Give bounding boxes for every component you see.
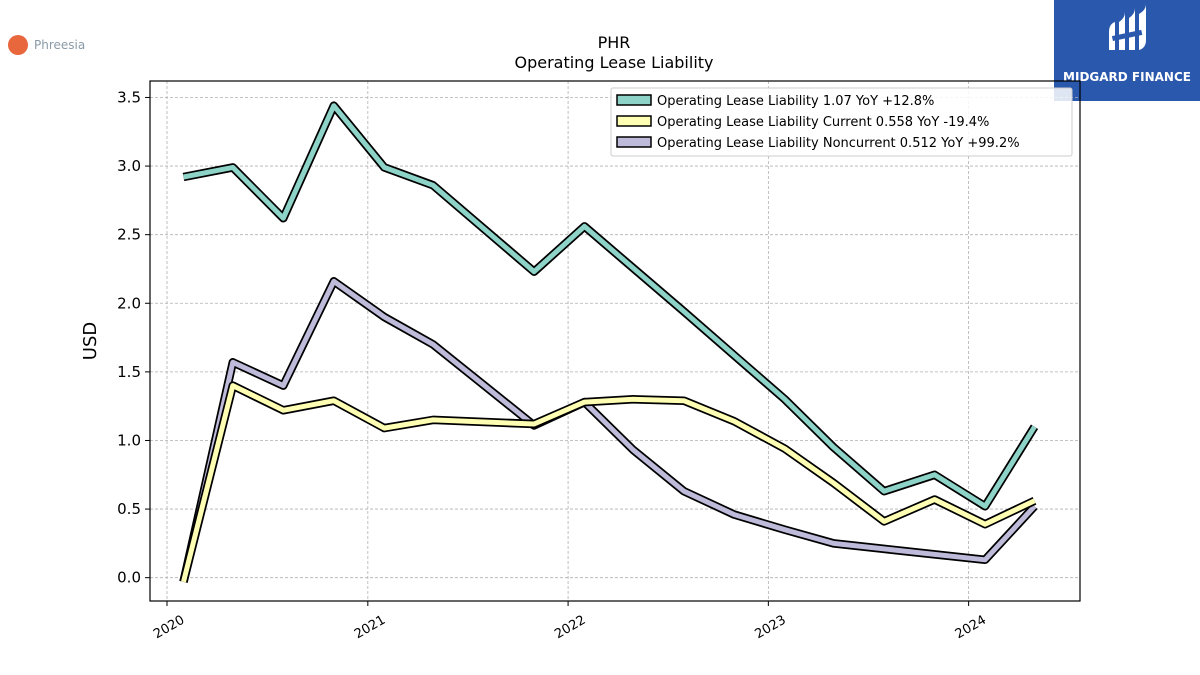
legend: Operating Lease Liability 1.07 YoY +12.8… [610,87,1073,157]
x-tick-label: 2023 [753,613,789,643]
x-tick-label: 2024 [953,613,989,643]
chart-subtitle: Operating Lease Liability [514,53,714,72]
x-tick-label: 2022 [552,613,588,643]
y-tick-label: 0.0 [117,569,141,587]
series-line [182,101,1039,511]
legend-box [610,87,1073,157]
y-tick-label: 2.5 [117,226,141,244]
series-line-stroke [181,278,1037,583]
series-layer [179,101,1039,583]
y-tick-label: 1.5 [117,363,141,381]
y-axis-label: USD [80,322,101,360]
company-logo: Phreesia [8,35,85,55]
midgard-logo-icon [1109,4,1146,50]
chart-title: PHR [597,33,631,52]
brand-badge: MIDGARD FINANCE [1054,0,1200,101]
brand-name: MIDGARD FINANCE [1063,70,1191,84]
y-tick-label: 2.0 [117,294,141,312]
x-tick-label: 2021 [352,613,388,643]
series-line-stroke [183,103,1037,509]
grid-layer [150,81,1080,601]
y-tick-label: 3.5 [117,88,141,106]
legend-entry: Operating Lease Liability 1.07 YoY +12.8… [657,94,934,109]
legend-entry: Operating Lease Liability Noncurrent 0.5… [657,136,1020,151]
company-name: Phreesia [34,38,86,52]
chart-title-block: PHR Operating Lease Liability [0,33,1200,73]
plot-frame [149,80,1081,602]
y-tick-label: 0.5 [117,500,141,518]
phreesia-logo-icon [8,35,28,55]
legend-entry: Operating Lease Liability Current 0.558 … [657,115,989,130]
series-line-stroke [181,383,1036,583]
y-tick-label: 3.0 [117,157,141,175]
series-line [179,277,1038,583]
series-line [179,381,1037,583]
legend-swatch [616,115,652,127]
legend-swatch [616,94,652,106]
y-tick-label: 1.0 [117,431,141,449]
x-tick-label: 2020 [151,613,187,643]
legend-swatch [616,136,652,148]
